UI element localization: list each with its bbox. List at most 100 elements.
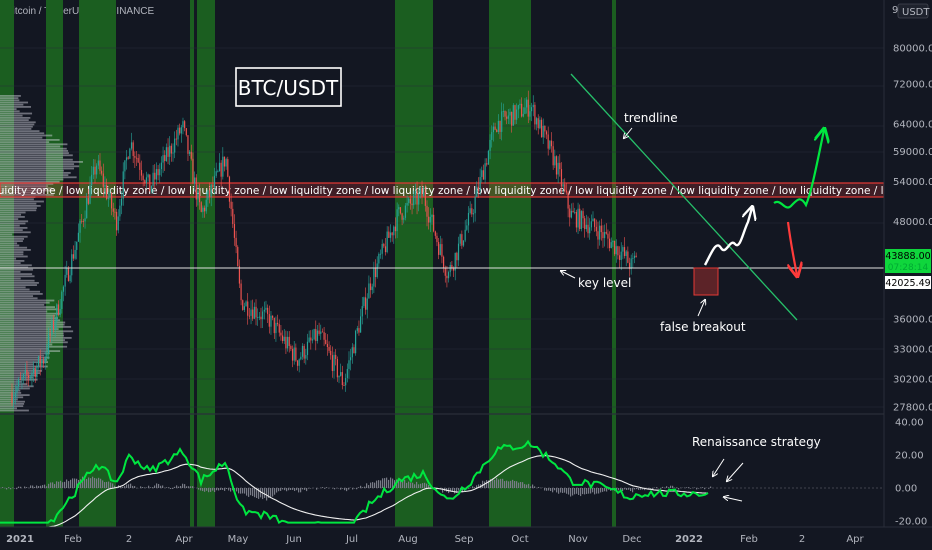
candle-body	[462, 240, 465, 246]
candle-body	[125, 157, 128, 161]
histogram-bar	[98, 477, 100, 488]
candle-body	[360, 316, 362, 333]
histogram-bar	[272, 488, 274, 497]
histogram-bar	[660, 488, 662, 489]
histogram-bar	[86, 479, 88, 488]
candle-body	[630, 258, 632, 269]
volume-profile-bar	[0, 359, 47, 361]
histogram-bar	[152, 487, 154, 488]
candle-body	[102, 173, 104, 187]
histogram-bar	[626, 488, 628, 490]
candle-body	[569, 208, 571, 218]
candle-body	[325, 339, 327, 344]
time-tick-label: Nov	[568, 534, 588, 545]
histogram-bar	[374, 482, 376, 488]
candle-body	[305, 355, 307, 359]
histogram-bar	[250, 488, 252, 496]
candle-body	[235, 237, 237, 247]
candle-body	[622, 247, 624, 252]
volume-profile-bar	[0, 231, 31, 234]
svg-text:42025.49: 42025.49	[885, 278, 930, 289]
candle-body	[396, 209, 398, 232]
candle-body	[77, 232, 79, 242]
histogram-bar	[400, 479, 402, 488]
histogram-bar	[134, 486, 136, 488]
volume-profile-bar	[0, 141, 50, 143]
volume-profile-bar	[0, 279, 35, 282]
low-liquidity-zone-label: low liquidity zone / low liquidity zone …	[0, 185, 932, 197]
volume-profile-bar	[0, 339, 65, 341]
histogram-bar	[46, 486, 48, 488]
candle-body	[313, 329, 315, 340]
volume-profile-bar	[0, 117, 31, 119]
histogram-bar	[568, 488, 570, 495]
candle-body	[353, 347, 355, 354]
candle-body	[237, 246, 239, 267]
volume-profile-bar	[0, 317, 58, 319]
histogram-bar	[302, 488, 304, 490]
candle-body	[406, 202, 408, 206]
candle-body	[59, 308, 61, 315]
candle-body	[597, 231, 599, 240]
candle-body	[574, 212, 576, 213]
volume-profile-bar	[0, 240, 23, 242]
candle-body	[152, 172, 154, 187]
candle-body	[205, 199, 207, 212]
volume-profile-bar	[0, 156, 64, 159]
volume-profile-bar	[0, 158, 73, 161]
histogram-bar	[128, 484, 130, 488]
candle-body	[414, 191, 416, 195]
candle-body	[466, 225, 468, 230]
candle-body	[338, 375, 340, 378]
histogram-bar	[624, 488, 626, 490]
price-tick-label: 72000.00	[893, 79, 932, 90]
candle-body	[446, 275, 448, 279]
histogram-bar	[524, 484, 526, 488]
trendline-pointer	[624, 127, 633, 138]
volume-profile-bar	[0, 218, 19, 220]
histogram-bar	[140, 486, 142, 488]
candle-body	[92, 166, 94, 175]
indicator-tick-label: -20.00	[895, 517, 927, 528]
volume-profile-bar	[0, 224, 20, 227]
histogram-bar	[102, 480, 104, 488]
candle-body	[589, 227, 591, 234]
histogram-bar	[514, 480, 516, 488]
candle-body	[537, 118, 539, 129]
histogram-bar	[236, 488, 238, 492]
volume-profile-bar	[0, 227, 28, 229]
histogram-bar	[344, 488, 346, 491]
histogram-bar	[562, 488, 564, 493]
volume-profile-bar	[0, 282, 39, 284]
candle-body	[384, 246, 387, 253]
candle-body	[492, 126, 494, 133]
candle-body	[530, 107, 533, 112]
candle-body	[484, 163, 486, 180]
histogram-bar	[478, 484, 480, 488]
candle-body	[245, 301, 247, 307]
false-breakout-pointer	[697, 300, 705, 317]
candle-body	[411, 203, 413, 206]
candle-body	[489, 139, 491, 151]
candle-body	[635, 255, 637, 258]
histogram-bar	[704, 488, 706, 490]
volume-profile-bar	[0, 271, 21, 273]
candle-body	[127, 157, 129, 159]
candle-body	[579, 208, 581, 229]
volume-profile-bar	[0, 99, 20, 102]
candle-body	[82, 220, 84, 222]
histogram-bar	[244, 488, 246, 494]
volume-profile-bar	[0, 330, 74, 333]
time-axis[interactable]	[0, 527, 932, 550]
candle-body	[575, 212, 577, 228]
histogram-bar	[696, 488, 698, 490]
candle-body	[628, 262, 631, 269]
candle-body	[104, 185, 106, 187]
histogram-bar	[606, 488, 608, 492]
currency-button[interactable]	[897, 3, 929, 19]
histogram-bar	[698, 488, 700, 489]
volume-profile-bar	[0, 264, 32, 267]
candle-body	[476, 186, 478, 198]
candle-body	[290, 345, 292, 349]
